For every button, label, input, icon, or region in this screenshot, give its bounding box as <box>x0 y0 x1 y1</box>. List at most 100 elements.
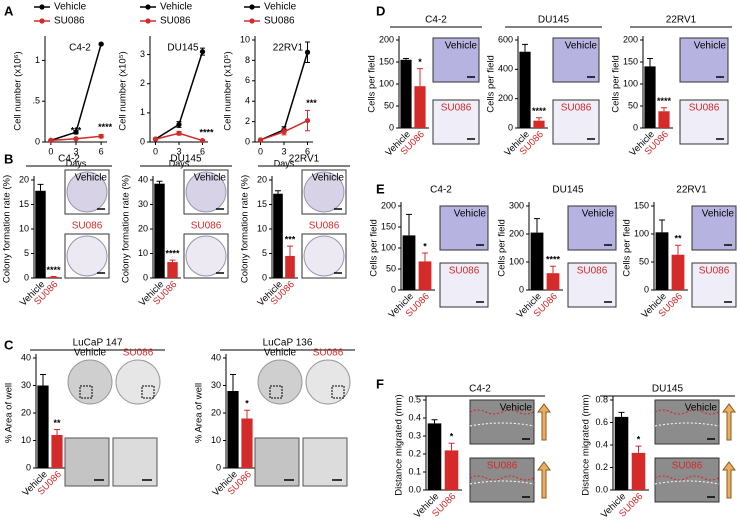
chart-title: DU145 <box>538 15 570 26</box>
y-tick-label: 200 <box>379 34 394 44</box>
y-tick-label: 200 <box>623 34 638 44</box>
y-tick-label: 0 <box>391 284 396 294</box>
y-tick-label: 100 <box>634 228 649 238</box>
significance: * <box>418 57 422 67</box>
bar <box>530 232 544 290</box>
micrograph <box>432 99 480 145</box>
y-tick-label: 40 <box>211 352 221 362</box>
y-tick-label: 0 <box>633 122 638 132</box>
chart-title: C4-2 <box>430 185 452 196</box>
bar <box>631 452 646 490</box>
image-label: Vehicle <box>445 41 478 52</box>
bar <box>402 235 416 290</box>
bar <box>48 277 59 278</box>
y-tick-label: 0 <box>143 272 148 282</box>
y-tick-label: 10 <box>257 223 267 233</box>
image-label: SU086 <box>313 348 344 359</box>
y-tick-label: 10 <box>211 435 221 445</box>
y-axis-label: % Area of well <box>194 383 205 443</box>
bar <box>273 193 283 278</box>
dish <box>185 171 227 213</box>
y-tick-label: 15 <box>19 199 29 209</box>
micrograph <box>439 205 489 251</box>
y-tick-label: 50 <box>639 256 649 266</box>
zoom-image <box>254 437 300 487</box>
error-bar <box>647 57 653 67</box>
dish <box>303 235 345 277</box>
error-bar <box>675 244 681 255</box>
bar <box>658 111 670 128</box>
error-bar <box>661 107 667 112</box>
significance: **** <box>657 96 672 106</box>
y-tick-label: 0 <box>140 136 145 146</box>
y-tick-label: .5 <box>32 96 40 106</box>
chart-title: DU145 <box>552 185 584 196</box>
micrograph <box>679 99 729 145</box>
y-tick-label: 0 <box>644 284 649 294</box>
point <box>199 49 206 55</box>
bar <box>227 391 239 468</box>
y-tick-label: 30 <box>138 199 148 209</box>
micrograph <box>567 205 617 251</box>
panel-letter: E <box>376 181 385 196</box>
significance: *** <box>71 125 82 135</box>
y-tick-label: 5 <box>262 248 267 258</box>
image-label: Vehicle <box>702 209 735 220</box>
image-label: Vehicle <box>74 348 107 359</box>
point <box>152 136 159 142</box>
significance: ** <box>53 418 61 428</box>
error-bar <box>156 180 163 184</box>
y-tick-label: 8 <box>245 55 250 65</box>
y-tick-label: 0.1 <box>408 466 421 476</box>
point <box>176 130 182 136</box>
point <box>98 133 104 139</box>
image-label: Vehicle <box>264 348 297 359</box>
y-tick-label: 40 <box>138 174 148 184</box>
y-tick-label: 150 <box>381 221 396 231</box>
chart-title: C4-2 <box>69 43 91 54</box>
bar <box>400 59 412 128</box>
y-axis-label: Cells per field <box>611 55 622 113</box>
wound-edge <box>469 480 535 485</box>
y-tick-label: 5 <box>24 248 29 258</box>
x-axis-label: Days <box>66 158 87 168</box>
y-tick-label: 100 <box>509 256 524 266</box>
significance: * <box>450 432 454 442</box>
micrograph <box>432 37 480 83</box>
point <box>281 129 287 135</box>
bar <box>241 418 253 468</box>
arrow <box>537 461 551 499</box>
y-tick-label: 600 <box>498 34 513 44</box>
error-bar <box>618 411 625 417</box>
image-label: Vehicle <box>685 403 718 414</box>
y-tick-label: 0.2 <box>595 462 608 472</box>
x-tick-label: 6 <box>99 146 104 156</box>
y-tick-label: 50 <box>384 100 394 110</box>
dish <box>185 235 227 277</box>
significance: **** <box>546 255 561 265</box>
bar <box>51 435 63 468</box>
error-bar <box>244 409 250 419</box>
y-tick-label: 200 <box>509 228 524 238</box>
significance: **** <box>200 127 215 137</box>
y-tick-label: 2 <box>140 78 145 88</box>
image-label: Vehicle <box>565 41 598 52</box>
error-bar <box>230 374 236 391</box>
y-tick-label: 15 <box>257 199 267 209</box>
dish <box>303 171 345 213</box>
x-tick-label: 3 <box>281 146 286 156</box>
image-label: SU086 <box>672 461 703 472</box>
error-bar <box>54 429 60 435</box>
point <box>176 121 182 128</box>
y-tick-label: 40 <box>21 352 31 362</box>
error-bar <box>635 445 642 453</box>
legend-marker <box>249 18 255 24</box>
panel-letter: A <box>4 3 14 18</box>
error-bar <box>431 419 438 424</box>
micrograph <box>552 37 600 83</box>
point <box>73 129 79 135</box>
error-bar <box>40 374 46 386</box>
y-tick-label: 100 <box>623 78 638 88</box>
error-bar <box>169 259 176 263</box>
